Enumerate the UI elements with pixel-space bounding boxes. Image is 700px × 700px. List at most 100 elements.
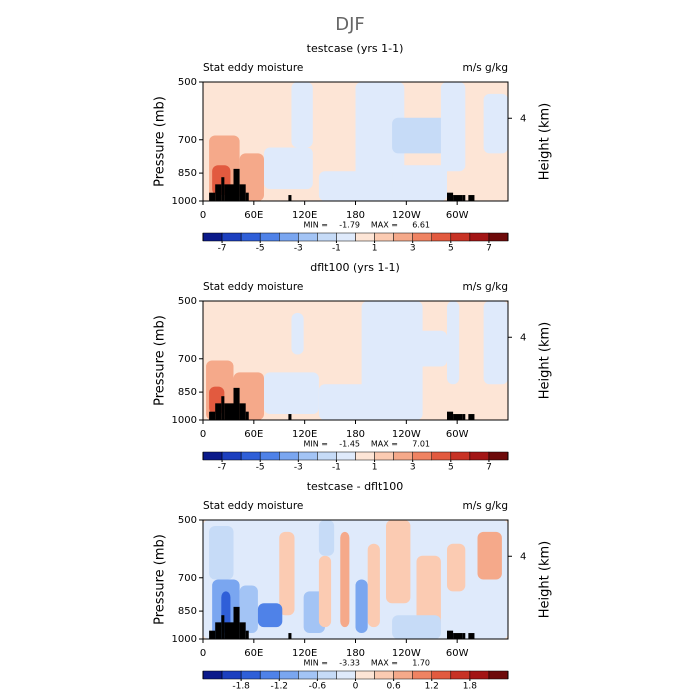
terrain <box>221 177 225 201</box>
y-axis-label: Pressure (mb) <box>153 534 168 625</box>
max-label: MAX = <box>371 221 398 230</box>
x-tick-label: 60E <box>244 648 263 659</box>
contour-fill <box>355 579 368 634</box>
terrain <box>209 192 216 201</box>
terrain <box>209 411 216 420</box>
colorbar-swatch <box>336 451 356 461</box>
terrain <box>245 192 249 201</box>
colorbar-label: -5 <box>256 244 265 254</box>
terrain <box>233 168 240 201</box>
terrain <box>447 192 454 201</box>
contour-fill <box>483 93 508 154</box>
colorbar-swatch <box>298 232 318 242</box>
colorbar-label: -7 <box>218 244 227 254</box>
colorbar-swatch <box>202 670 223 680</box>
y2-tick-label: 4 <box>520 551 526 562</box>
terrain <box>447 411 454 420</box>
colorbar-swatch <box>450 670 471 680</box>
colorbar-swatch <box>393 232 413 242</box>
min-value: -3.33 <box>339 659 360 668</box>
colorbar-label: -5 <box>256 463 265 473</box>
right-label: m/s g/kg <box>462 281 508 293</box>
terrain <box>462 633 466 639</box>
y-tick-label: 500 <box>178 515 197 526</box>
contour-fill <box>340 531 350 628</box>
y-tick-label: 850 <box>178 606 197 617</box>
x-tick-label: 120W <box>392 648 421 659</box>
x-tick-label: 120W <box>392 429 421 440</box>
min-value: -1.45 <box>339 440 360 449</box>
x-tick-label: 60W <box>446 648 469 659</box>
panel-title: testcase - dflt100 <box>307 480 404 493</box>
y-tick-label: 700 <box>178 354 197 365</box>
colorbar-swatch <box>374 232 394 242</box>
y-axis-label: Pressure (mb) <box>153 96 168 187</box>
left-label: Stat eddy moisture <box>203 62 303 74</box>
x-tick-label: 60W <box>446 210 469 221</box>
contour-fill <box>386 520 411 604</box>
max-label: MAX = <box>371 659 398 668</box>
panel: testcase (yrs 1-1) Stat eddy moisture m/s … <box>153 42 553 254</box>
terrain <box>245 411 249 420</box>
colorbar-swatch <box>355 670 375 680</box>
terrain <box>288 414 292 420</box>
colorbar-swatch <box>469 670 490 680</box>
colorbar-label: -1 <box>332 463 341 473</box>
colorbar-swatch <box>202 232 223 242</box>
panel-title: testcase (yrs 1-1) <box>307 42 404 55</box>
colorbar-swatch <box>488 232 509 242</box>
x-tick-label: 0 <box>200 210 206 221</box>
contour-fill <box>318 384 386 420</box>
colorbar-label: 0.6 <box>386 682 401 692</box>
terrain <box>468 195 475 201</box>
colorbar-label: 5 <box>448 244 454 254</box>
min-value: -1.79 <box>339 221 360 230</box>
x-tick-label: 180 <box>346 210 365 221</box>
colorbar-swatch <box>374 670 394 680</box>
contour-fill <box>279 531 295 616</box>
terrain <box>215 184 222 201</box>
terrain <box>224 184 234 201</box>
terrain <box>215 622 222 639</box>
colorbar-swatch <box>431 670 452 680</box>
colorbar-swatch <box>393 670 413 680</box>
max-value: 1.70 <box>412 659 430 668</box>
terrain <box>239 403 246 420</box>
left-label: Stat eddy moisture <box>203 500 303 512</box>
contour-fill <box>367 543 380 628</box>
terrain <box>462 414 466 420</box>
contour-fill <box>483 301 508 385</box>
x-tick-label: 180 <box>346 648 365 659</box>
x-tick-label: 0 <box>200 648 206 659</box>
colorbar-label: 7 <box>486 244 492 254</box>
x-tick-label: 120E <box>292 429 317 440</box>
contour-fill <box>392 615 441 639</box>
terrain <box>233 606 240 639</box>
colorbar-swatch <box>469 451 490 461</box>
contour-fill <box>477 531 502 580</box>
colorbar-swatch <box>240 232 261 242</box>
terrain <box>239 622 246 639</box>
terrain <box>288 633 292 639</box>
colorbar-swatch <box>317 670 337 680</box>
contour-fill <box>318 520 335 556</box>
terrain <box>233 387 240 420</box>
colorbar-label: -7 <box>218 463 227 473</box>
colorbar-swatch <box>412 232 432 242</box>
colorbar-swatch <box>279 232 299 242</box>
terrain <box>239 184 246 201</box>
colorbar-label: -1.2 <box>270 682 288 692</box>
colorbar-label: 1 <box>372 463 378 473</box>
colorbar-swatch <box>259 451 280 461</box>
colorbar-label: -0.6 <box>309 682 327 692</box>
y-tick-label: 700 <box>178 135 197 146</box>
colorbar-label: 5 <box>448 463 454 473</box>
max-label: MAX = <box>371 440 398 449</box>
y-tick-label: 700 <box>178 573 197 584</box>
colorbar-label: 1 <box>372 244 378 254</box>
colorbar-swatch <box>431 451 452 461</box>
colorbar-swatch <box>259 232 280 242</box>
colorbar-swatch <box>450 451 471 461</box>
colorbar-swatch <box>469 232 490 242</box>
terrain <box>468 414 475 420</box>
